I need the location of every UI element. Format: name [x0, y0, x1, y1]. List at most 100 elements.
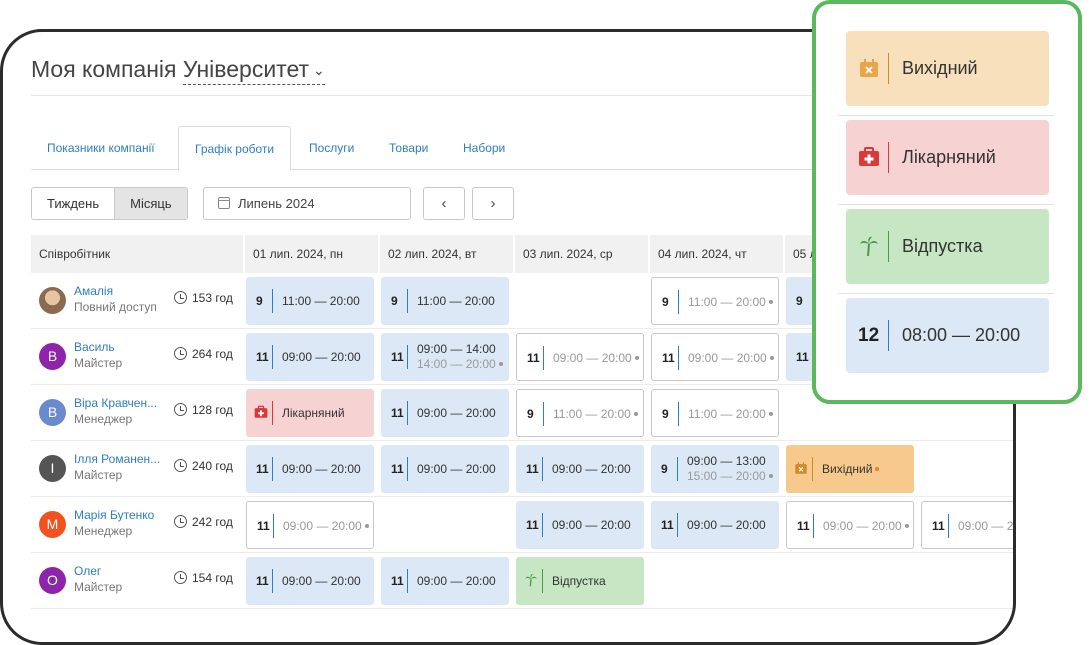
employee-hours: 240 год	[174, 459, 233, 473]
avatar	[39, 287, 66, 314]
chevron-down-icon[interactable]: ⌄	[313, 62, 325, 79]
shift-cell[interactable]: 9 09:00 — 13:00 15:00 — 20:00	[651, 445, 779, 493]
shift-hours: 11	[257, 519, 270, 533]
app-screen: Моя компанія Університет ⌄ Показники комп…	[3, 32, 1013, 642]
sick-leave-cell[interactable]: Лікарняний	[246, 389, 374, 437]
shift-time: 11:00 — 20:00	[553, 390, 638, 438]
shift-divider	[543, 402, 544, 426]
divider	[838, 115, 1054, 116]
month-picker[interactable]: Липень 2024	[203, 187, 411, 220]
palm-tree-icon	[860, 236, 878, 257]
shift-time: 09:00 — 20:00	[417, 389, 496, 437]
shift-cell[interactable]: 9 11:00 — 20:00	[516, 389, 644, 437]
shift-divider	[948, 514, 949, 538]
month-picker-value: Липень 2024	[238, 196, 315, 211]
avatar: В	[39, 399, 66, 426]
status-dot	[904, 524, 909, 528]
shift-time-value: 11:00 — 20:00	[688, 295, 766, 309]
shift-cell[interactable]: 9 11:00 — 20:00	[651, 277, 779, 325]
shift-time-value: 09:00 — 20:00	[417, 406, 496, 420]
shift-hours: 11	[796, 350, 809, 364]
employee-hours-value: 154 год	[192, 571, 233, 585]
shift-time: 11:00 — 20:00	[688, 278, 773, 326]
shift-cell[interactable]: 11 09:00 — 20:00	[381, 389, 509, 437]
shift-time: 09:00 — 20:00	[417, 557, 496, 605]
table-row: В Віра Кравчен... Менеджер 128 год Лікарняни…	[31, 385, 1013, 441]
shift-hours: 9	[662, 295, 669, 309]
shift-cell[interactable]: 11 09:00 — 20:00	[651, 501, 779, 549]
shift-time: 09:00 — 20:00	[687, 501, 766, 549]
company-name[interactable]: Університет	[182, 56, 310, 82]
legend-day-off-label: Вихідний	[902, 58, 978, 78]
employee-role: Майстер	[74, 468, 123, 482]
shift-cell[interactable]: 11 09:00 — 20:00	[516, 333, 644, 381]
tab-products[interactable]: Товари	[389, 141, 429, 155]
shift-divider	[813, 514, 814, 538]
shift-cell[interactable]: 11 09:00 — 20:00	[516, 501, 644, 549]
vacation-cell[interactable]: Відпустка	[516, 557, 644, 605]
employee-name-link[interactable]: Марія Бутенко	[74, 508, 155, 522]
shift-divider	[677, 457, 678, 481]
employee-role: Майстер	[74, 580, 123, 594]
clock-icon	[174, 571, 187, 584]
employee-role: Повний доступ	[74, 300, 157, 314]
shift-time: 11:00 — 20:00	[282, 277, 360, 325]
shift-cell[interactable]: 11 09:00 — 20:00	[516, 445, 644, 493]
shift-hours: 11	[391, 406, 404, 420]
shift-cell[interactable]: 11 09:00 — 20:00	[246, 557, 374, 605]
shift-time-first: 09:00 — 14:00	[417, 342, 496, 356]
tab-company-stats[interactable]: Показники компанії	[47, 141, 155, 155]
tab-sets[interactable]: Набори	[463, 141, 506, 155]
legend-shift: 12 08:00 — 20:00	[846, 298, 1049, 373]
shift-time: 09:00 — 20:00	[688, 334, 774, 382]
absence-label-value: Лікарняний	[282, 406, 345, 420]
shift-cell[interactable]: 9 11:00 — 20:00	[651, 389, 779, 437]
divider	[838, 204, 1054, 205]
calendar-off-icon	[795, 462, 807, 474]
shift-cell[interactable]: 11 09:00 — 20:00	[651, 333, 779, 381]
shift-cell[interactable]: 11 09:00 — 20:00	[381, 445, 509, 493]
next-month-button[interactable]: ›	[472, 187, 514, 220]
shift-cell[interactable]: 11 09:00 — 20:00	[786, 501, 914, 549]
employee-cell: О Олег Майстер 154 год	[39, 553, 239, 609]
company-selector[interactable]: Університет ⌄	[182, 56, 325, 85]
shift-cell[interactable]: 11 09:00 — 20:00	[246, 333, 374, 381]
legend-divider	[888, 231, 889, 262]
employee-name-link[interactable]: Ілля Романен...	[74, 452, 161, 466]
employee-hours-value: 264 год	[192, 347, 233, 361]
shift-divider	[407, 569, 408, 593]
shift-cell[interactable]: 9 11:00 — 20:00	[246, 277, 374, 325]
employee-name-link[interactable]: Віра Кравчен...	[74, 396, 158, 410]
shift-cell[interactable]: 11 09:00 — 20:00	[381, 557, 509, 605]
column-header-day: 03 лип. 2024, ср	[513, 235, 648, 273]
shift-cell[interactable]: 11 09:00 — 20	[921, 501, 1013, 549]
status-dot	[364, 524, 369, 528]
shift-cell[interactable]: 11 09:00 — 14:00 14:00 — 20:00	[381, 333, 509, 381]
divider	[31, 95, 1013, 96]
table-row: М Марія Бутенко Менеджер 242 год 11 09:00 — 2…	[31, 497, 1013, 553]
avatar: М	[39, 511, 66, 538]
shift-cell[interactable]: 11 09:00 — 20:00	[246, 445, 374, 493]
status-dot	[768, 300, 773, 304]
week-view-button[interactable]: Тиждень	[47, 196, 100, 211]
table-row: І Ілля Романен... Майстер 240 год 11 09:00 — …	[31, 441, 1013, 497]
shift-divider	[677, 513, 678, 537]
shift-cell[interactable]: 11 09:00 — 20:00	[246, 501, 374, 549]
shift-divider	[273, 514, 274, 538]
employee-name-link[interactable]: Олег	[74, 564, 102, 578]
employee-role: Менеджер	[74, 524, 133, 538]
month-view-button[interactable]: Місяць	[114, 188, 187, 219]
legend-divider	[888, 53, 889, 84]
day-off-cell[interactable]: Вихідний	[786, 445, 914, 493]
shift-time-value: 11:00 — 20:00	[417, 294, 495, 308]
tab-work-schedule[interactable]: Графік роботи	[178, 126, 292, 171]
prev-month-button[interactable]: ‹	[423, 187, 465, 220]
employee-name-link[interactable]: Василь	[74, 340, 115, 354]
tab-services[interactable]: Послуги	[309, 141, 355, 155]
page-title-prefix: Моя компанія	[31, 56, 177, 82]
employee-hours-value: 240 год	[192, 459, 233, 473]
employee-hours: 242 год	[174, 515, 233, 529]
shift-cell[interactable]: 9 11:00 — 20:00	[381, 277, 509, 325]
employee-name-link[interactable]: Амалія	[74, 284, 114, 298]
status-dot	[768, 474, 773, 478]
